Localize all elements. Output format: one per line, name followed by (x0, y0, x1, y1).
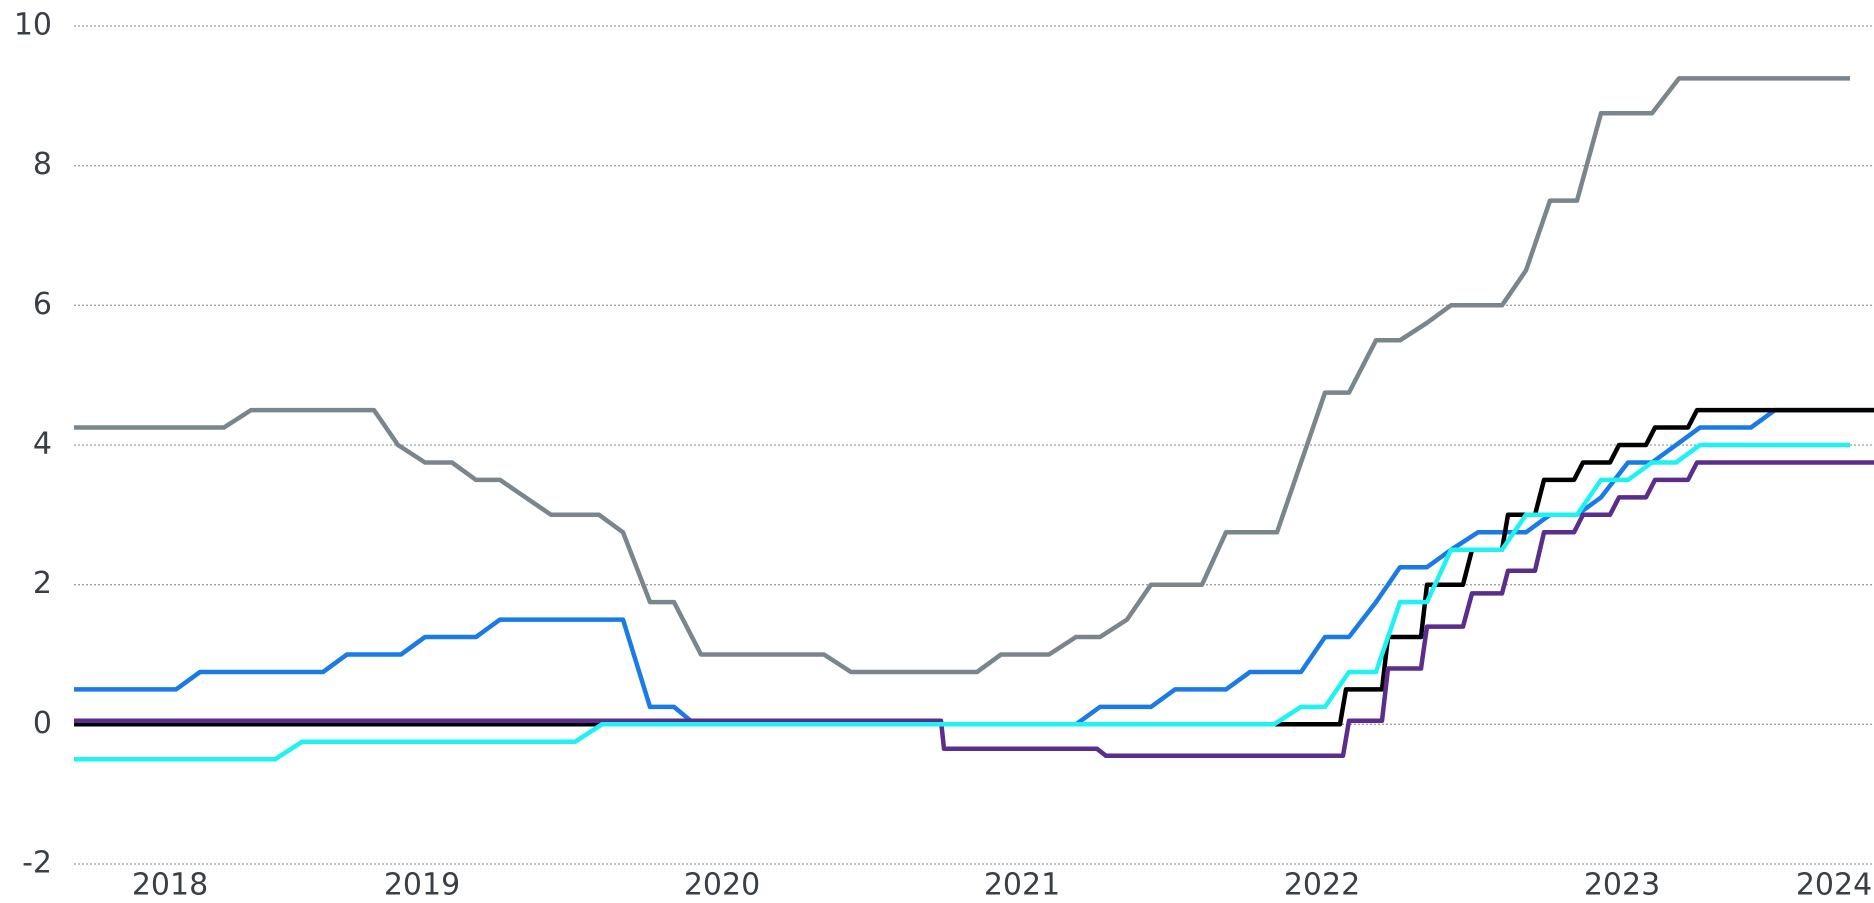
x-tick-label: 2022 (1284, 868, 1360, 903)
x-tick-label: 2023 (1584, 868, 1660, 903)
y-tick-label: 0 (33, 706, 52, 741)
y-tick-label: 8 (33, 147, 52, 182)
y-tick-label: 6 (33, 287, 52, 322)
series-line (74, 407, 1874, 727)
x-tick-label: 2020 (684, 868, 760, 903)
y-tick-label: 10 (14, 8, 52, 43)
y-tick-label: 4 (33, 427, 52, 462)
y-tick-label: -2 (22, 846, 52, 881)
x-tick-label: 2018 (132, 868, 208, 903)
series-line (74, 76, 1850, 675)
series-line (74, 407, 1874, 727)
x-tick-label: 2024 (1796, 868, 1872, 903)
y-tick-label: 2 (33, 566, 52, 601)
x-tick-label: 2019 (384, 868, 460, 903)
series-line (74, 442, 1850, 762)
series-line (74, 460, 1874, 759)
x-tick-label: 2021 (984, 868, 1060, 903)
